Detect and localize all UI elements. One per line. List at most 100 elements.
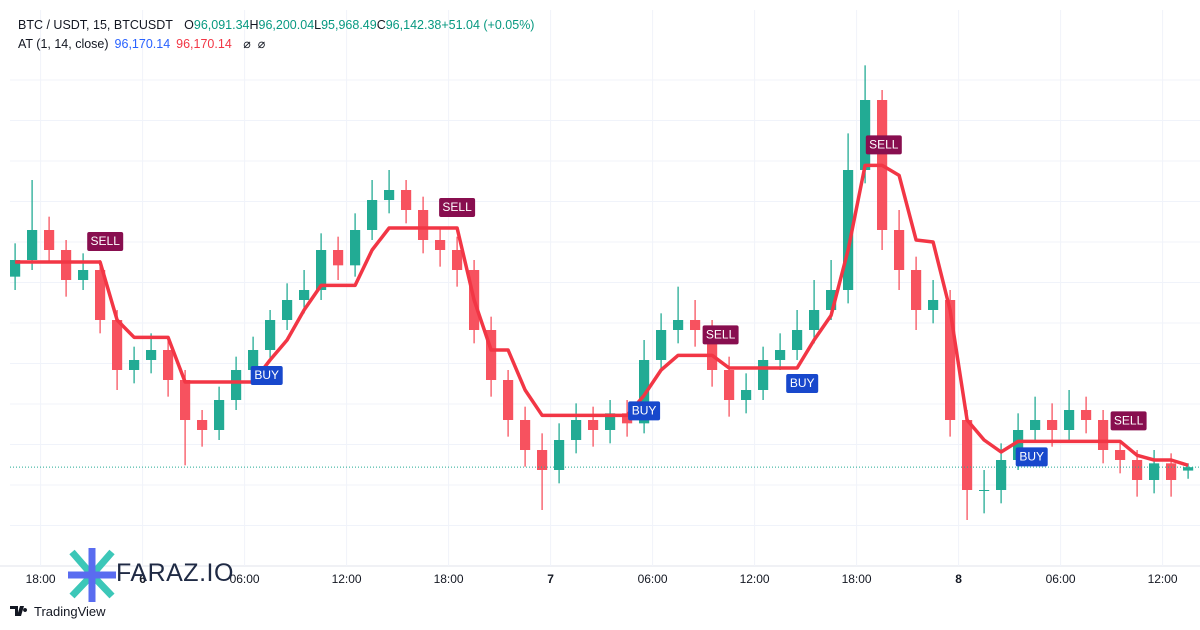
candle-body xyxy=(129,360,140,370)
x-tick-label: 06:00 xyxy=(638,572,668,586)
signal-box xyxy=(865,135,902,155)
footer-logo xyxy=(10,606,28,616)
candle-body xyxy=(435,240,446,250)
signal-label: BUY xyxy=(254,368,279,382)
x-tick-label: 12:00 xyxy=(332,572,362,586)
signal-label: SELL xyxy=(706,328,736,342)
change: +51.04 (+0.05%) xyxy=(441,18,535,32)
close: 96,142.38 xyxy=(385,18,442,32)
candle-body xyxy=(384,190,395,200)
candle-body xyxy=(1183,467,1194,471)
x-tick-label: 12:00 xyxy=(740,572,770,586)
signal-label: BUY xyxy=(632,404,657,418)
candle-body xyxy=(299,290,310,300)
candle-body xyxy=(282,300,293,320)
candle-body xyxy=(367,200,378,230)
candle-body xyxy=(1030,420,1041,430)
signal: SELL xyxy=(702,325,739,345)
signal: SELL xyxy=(439,198,476,217)
candle-body xyxy=(554,440,565,470)
candle-body xyxy=(1115,450,1126,460)
indicator-name: AT (1, 14, close) xyxy=(18,37,109,51)
candle-body xyxy=(690,320,701,330)
candle-body xyxy=(61,250,72,280)
signal-label: BUY xyxy=(1019,450,1044,464)
candle-body xyxy=(588,420,599,430)
candle-body xyxy=(673,320,684,330)
candle-body xyxy=(112,320,123,370)
candle-body xyxy=(605,413,616,430)
candle-body xyxy=(503,380,514,420)
candle-body xyxy=(265,320,276,350)
signal-box xyxy=(250,366,283,385)
signal: BUY xyxy=(628,401,661,421)
at-line xyxy=(15,163,1189,467)
candle-body xyxy=(775,350,786,360)
signal-box xyxy=(439,198,476,217)
candle-body xyxy=(486,330,497,380)
candle-body xyxy=(622,413,633,424)
candle-body xyxy=(792,330,803,350)
candle-body xyxy=(1132,460,1143,480)
high: 96,200.04 xyxy=(258,18,315,32)
candle-body xyxy=(214,400,225,430)
candle-body xyxy=(741,390,752,400)
candle-body xyxy=(333,250,344,266)
candle-body xyxy=(146,350,157,360)
candle-body xyxy=(1064,410,1075,430)
candle-body xyxy=(1166,463,1177,480)
candle-body xyxy=(1098,420,1109,450)
candle-body xyxy=(95,270,106,320)
candle-body xyxy=(163,350,174,380)
candle-body xyxy=(231,370,242,400)
indicator-value: 96,170.14 xyxy=(176,37,232,51)
signal: BUY xyxy=(250,366,283,385)
signal-label: BUY xyxy=(790,376,815,390)
open: 96,091.34 xyxy=(193,18,250,32)
candle-body xyxy=(197,420,208,430)
candle-body xyxy=(826,290,837,310)
candle-body xyxy=(962,420,973,490)
signal: SELL xyxy=(1110,411,1147,431)
candle-body xyxy=(724,370,735,400)
candle-body xyxy=(945,300,956,420)
signal-box xyxy=(1110,411,1147,431)
candle-body xyxy=(979,490,990,491)
footer: TradingView xyxy=(34,604,106,619)
x-tick-label: 8 xyxy=(955,572,962,586)
candle-body xyxy=(10,260,21,277)
candle-body xyxy=(350,230,361,266)
indicator-line: AT (1, 14, close) 96,170.14 96,170.14 ⌀ ⌀ xyxy=(18,36,265,51)
candle-body xyxy=(911,270,922,310)
candle-body xyxy=(78,270,89,280)
x-tick-label: 7 xyxy=(547,572,554,586)
candle-body xyxy=(1047,420,1058,430)
signal: BUY xyxy=(786,374,819,393)
signal-box xyxy=(628,401,661,421)
candle-body xyxy=(571,420,582,440)
watermark: FARAZ.IO xyxy=(116,559,234,587)
candle-body xyxy=(996,460,1007,490)
candle-body xyxy=(1013,430,1024,460)
candle-body xyxy=(316,250,327,290)
candle-body xyxy=(1081,410,1092,420)
o-label: O xyxy=(184,18,194,32)
l-label: L xyxy=(314,18,322,32)
signal: SELL xyxy=(865,135,902,155)
candle-body xyxy=(520,420,531,450)
signal-label: SELL xyxy=(442,200,472,214)
candle-body xyxy=(656,330,667,360)
x-tick-label: 18:00 xyxy=(26,572,56,586)
signal-label: SELL xyxy=(91,234,121,248)
signal: SELL xyxy=(87,232,124,251)
watermark-icon xyxy=(68,548,116,602)
x-tick-label: 18:00 xyxy=(842,572,872,586)
candle-body xyxy=(860,100,871,170)
signal-box xyxy=(87,232,124,251)
candle-body xyxy=(537,450,548,470)
signal-label: SELL xyxy=(869,138,899,152)
signal-box xyxy=(1015,447,1048,467)
candle-body xyxy=(180,380,191,420)
